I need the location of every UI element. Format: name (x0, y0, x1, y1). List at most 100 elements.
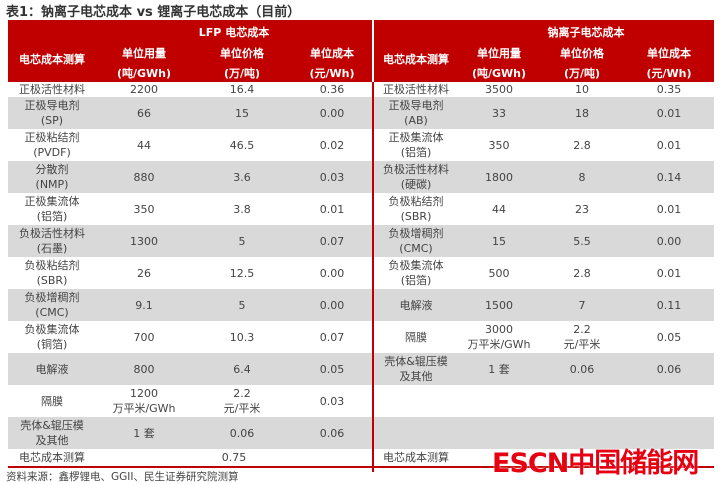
cell-unit-price: 8 (578, 170, 586, 184)
cell-unit-usage: 3500 (485, 83, 513, 96)
cell-item-name: 正极粘结剂 (PVDF) (24, 131, 80, 159)
column-header-unit-price: 单位价格 (万/吨) (220, 47, 264, 80)
cell-unit-cost: 0.06 (656, 362, 682, 376)
cell-unit-usage: 66 (137, 106, 151, 120)
cell-item-name: 负极集流体 (铜箔) (24, 323, 80, 351)
cell-item-name: 负极集流体 (铝箔) (388, 259, 444, 287)
watermark-logo: ESCN中国储能网 (492, 448, 699, 479)
column-header-unit-cost: 单位成本 (元/Wh) (646, 47, 692, 80)
table-row: 电解液 1500 7 0.11 (374, 289, 714, 321)
header-sodium: 钠离子电芯成本 电芯成本测算 单位用量 (吨/GWh) 单位价格 (万/吨) 单位成本… (374, 20, 714, 82)
cell-unit-cost: 0.35 (656, 83, 682, 96)
cell-unit-usage: 9.1 (135, 298, 153, 312)
cell-unit-price: 3.6 (233, 170, 251, 184)
cell-unit-price: 15 (235, 106, 249, 120)
table-row: 负极粘结剂 (SBR) 44 23 0.01 (374, 193, 714, 225)
cell-unit-cost: 0.01 (656, 202, 682, 216)
table-row: 负极集流体 (铜箔) 700 10.3 0.07 (8, 321, 372, 353)
cell-unit-price: 5 (238, 298, 246, 312)
total-label: 电芯成本测算 (383, 451, 449, 464)
table-row: 正极集流体 (铝箔) 350 2.8 0.01 (374, 129, 714, 161)
cell-unit-price: 0.06 (229, 426, 255, 440)
cell-item-name: 壳体&辊压模 及其他 (384, 355, 448, 383)
cell-unit-price: 18 (575, 106, 589, 120)
cell-unit-cost: 0.05 (319, 362, 345, 376)
table-bottom-rule (8, 466, 714, 468)
cell-unit-usage: 500 (488, 266, 510, 280)
cell-item-name: 分散剂 (NMP) (35, 163, 69, 191)
cell-unit-usage: 1500 (485, 298, 513, 312)
cell-unit-price: 6.4 (233, 362, 251, 376)
cell-unit-price: 16.4 (229, 83, 255, 96)
column-header-unit-cost: 单位成本 (元/Wh) (309, 47, 355, 80)
cell-item-name: 负极活性材料 (硬碳) (383, 163, 449, 191)
cell-unit-cost: 0.07 (319, 330, 345, 344)
cell-item-name: 隔膜 (41, 394, 63, 408)
table-row: 负极活性材料 (石墨) 1300 5 0.07 (8, 225, 372, 257)
cell-unit-usage: 2200 (130, 83, 158, 96)
cell-item-name: 正极集流体 (铝箔) (388, 131, 444, 159)
cell-item-name: 壳体&辊压模 及其他 (20, 419, 84, 447)
cell-item-name: 正极导电剂 (SP) (24, 99, 80, 127)
column-header-unit-usage: 单位用量 (吨/GWh) (116, 47, 172, 80)
table-row: 正极活性材料 3500 10 0.35 (374, 82, 714, 97)
table-row: 负极集流体 (铝箔) 500 2.8 0.01 (374, 257, 714, 289)
cell-item-name: 负极活性材料 (石墨) (19, 227, 85, 255)
cell-unit-cost: 0.03 (319, 170, 345, 184)
cell-item-name: 负极粘结剂 (SBR) (24, 259, 80, 287)
cell-unit-price: 10 (575, 83, 589, 96)
cell-unit-cost: 0.05 (656, 330, 682, 344)
table-row: 分散剂 (NMP) 880 3.6 0.03 (8, 161, 372, 193)
table-row: 壳体&辊压模 及其他 1 套 0.06 0.06 (8, 417, 372, 449)
cell-unit-cost: 0.01 (319, 202, 345, 216)
cell-unit-usage: 350 (133, 202, 155, 216)
source-note: 资料来源：鑫椤锂电、GGII、民生证券研究院测算 (6, 471, 239, 483)
cell-unit-cost: 0.00 (319, 266, 345, 280)
table-row: 正极导电剂 (AB) 33 18 0.01 (374, 97, 714, 129)
cell-item-name: 电解液 (399, 298, 433, 312)
column-header-item-name: 电芯成本测算 (19, 53, 85, 66)
cell-unit-price: 2.2 元/平米 (563, 323, 601, 351)
cell-unit-price: 2.8 (573, 266, 591, 280)
cell-item-name: 电解液 (35, 362, 69, 376)
cell-unit-usage (458, 385, 540, 417)
cell-unit-usage: 1 套 (133, 426, 155, 440)
header-lfp: LFP 电芯成本 电芯成本测算 单位用量 (吨/GWh) 单位价格 (万/吨) 单位成… (8, 20, 372, 82)
cell-unit-cost: 0.14 (656, 170, 682, 184)
cell-unit-price: 0.06 (569, 362, 595, 376)
cell-unit-usage: 350 (488, 138, 510, 152)
cell-unit-usage: 1 套 (488, 362, 510, 376)
cell-item-name: 隔膜 (405, 330, 427, 344)
cell-unit-cost: 0.01 (656, 106, 682, 120)
cell-unit-price: 23 (575, 202, 589, 216)
cell-unit-price: 12.5 (229, 266, 255, 280)
cell-item-name (374, 417, 458, 449)
cell-unit-cost: 0.01 (656, 266, 682, 280)
column-header-unit-price: 单位价格 (万/吨) (560, 47, 604, 80)
table-row: 壳体&辊压模 及其他 1 套 0.06 0.06 (374, 353, 714, 385)
cell-unit-cost: 0.06 (319, 426, 345, 440)
column-header-item-name: 电芯成本测算 (383, 53, 449, 66)
table-row: 隔膜 3000 万平米/GWh 2.2 元/平米 0.05 (374, 321, 714, 353)
table-row: 负极粘结剂 (SBR) 26 12.5 0.00 (8, 257, 372, 289)
total-value: 0.75 (221, 451, 247, 464)
cell-item-name: 正极导电剂 (AB) (388, 99, 444, 127)
cell-unit-usage: 44 (137, 138, 151, 152)
table-title: 表1：钠离子电芯成本 vs 锂离子电芯成本（目前） (6, 5, 301, 20)
cell-unit-usage: 33 (492, 106, 506, 120)
table-row: 电解液 800 6.4 0.05 (8, 353, 372, 385)
cell-unit-price: 7 (578, 298, 586, 312)
cell-item-name: 负极增稠剂 (CMC) (388, 227, 444, 255)
cell-unit-usage: 1300 (130, 234, 158, 248)
cell-unit-usage: 1200 万平米/GWh (112, 387, 176, 415)
table-row (374, 417, 714, 449)
table-row: 隔膜 1200 万平米/GWh 2.2 元/平米 0.03 (8, 385, 372, 417)
cell-unit-cost: 0.02 (319, 138, 345, 152)
cell-unit-cost: 0.36 (319, 83, 345, 96)
cell-unit-price: 2.8 (573, 138, 591, 152)
table-row: 正极集流体 (铝箔) 350 3.8 0.01 (8, 193, 372, 225)
cell-item-name: 正极集流体 (铝箔) (24, 195, 80, 223)
cell-unit-cost: 0.00 (656, 234, 682, 248)
cell-unit-price: 2.2 元/平米 (223, 387, 261, 415)
table-row: 负极活性材料 (硬碳) 1800 8 0.14 (374, 161, 714, 193)
